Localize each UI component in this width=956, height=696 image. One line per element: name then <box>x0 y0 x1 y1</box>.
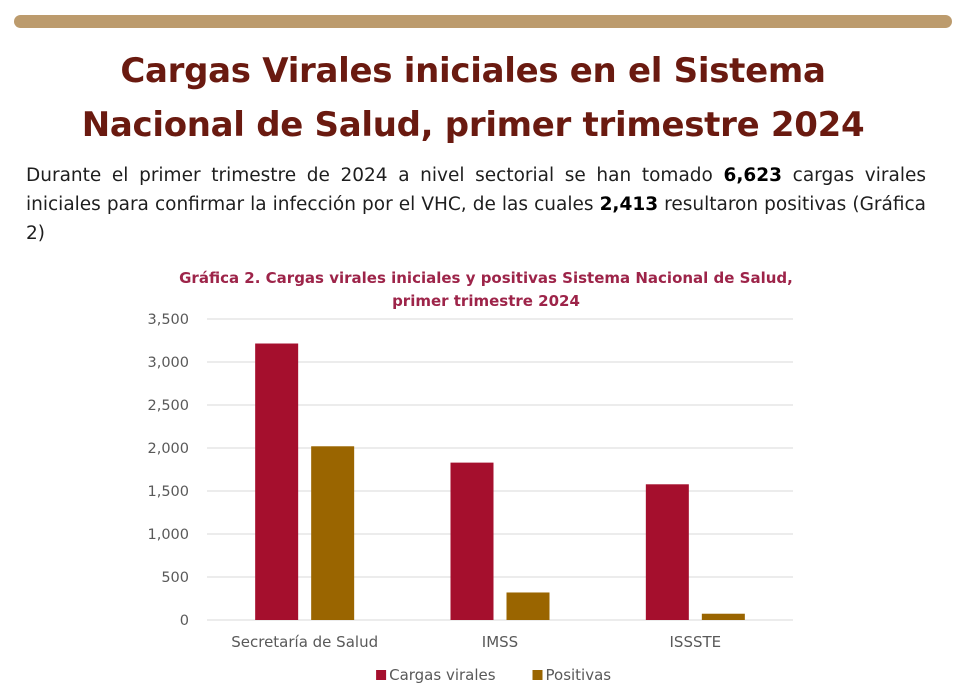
legend-label: Cargas virales <box>389 666 496 684</box>
chart-title: Gráfica 2. Cargas virales iniciales y po… <box>136 267 836 313</box>
intro-total-value: 6,623 <box>723 165 783 186</box>
y-tick-label: 2,500 <box>147 398 189 414</box>
y-tick-label: 3,500 <box>147 312 189 328</box>
page-title-line-1: Cargas Virales iniciales en el Sistema <box>120 51 826 91</box>
top-decorative-bar <box>14 15 952 28</box>
y-tick-label: 3,000 <box>147 355 189 371</box>
intro-text-3: resultaron positivas (Gráfica 2) <box>26 194 927 244</box>
intro-text-1: Durante el primer trimestre de 2024 a ni… <box>26 165 724 186</box>
x-category-label: Secretaría de Salud <box>231 633 378 651</box>
x-category-label: ISSSTE <box>670 633 722 651</box>
chart-title-line-2: primer trimestre 2024 <box>392 292 580 310</box>
y-tick-label: 500 <box>161 570 189 586</box>
bar <box>701 613 745 620</box>
page-title-line-2: Nacional de Salud, primer trimestre 2024 <box>81 105 865 145</box>
legend-swatch <box>376 670 387 680</box>
chart-title-line-1: Gráfica 2. Cargas virales iniciales y po… <box>179 269 793 287</box>
page-title: Cargas Virales iniciales en el Sistema N… <box>0 44 946 152</box>
x-category-label: IMSS <box>482 633 518 651</box>
legend-swatch <box>532 670 543 680</box>
y-tick-label: 0 <box>180 613 189 629</box>
y-tick-label: 1,500 <box>147 484 189 500</box>
intro-text-2: cargas virales iniciales para confirmar … <box>26 165 926 215</box>
bar <box>255 343 299 620</box>
intro-positive-value: 2,413 <box>599 194 659 215</box>
bar <box>506 592 550 620</box>
bar <box>450 462 494 620</box>
intro-paragraph: Durante el primer trimestre de 2024 a ni… <box>26 161 926 248</box>
y-tick-label: 1,000 <box>147 527 189 543</box>
bar <box>645 484 689 620</box>
legend-label: Positivas <box>546 666 612 684</box>
bar <box>311 446 355 620</box>
y-tick-label: 2,000 <box>147 441 189 457</box>
